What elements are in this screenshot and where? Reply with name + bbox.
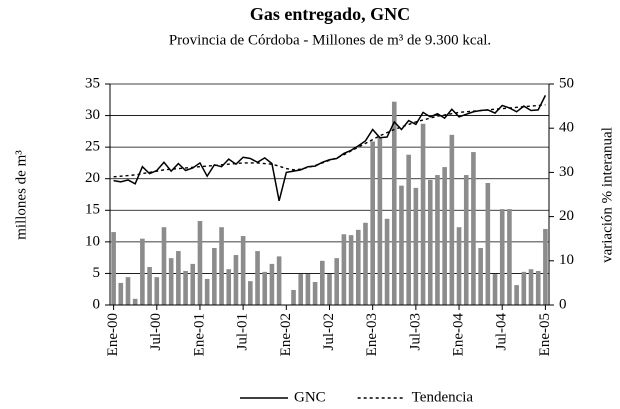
legend-label: Tendencia	[412, 389, 474, 405]
bar	[269, 263, 275, 305]
bar	[147, 266, 152, 305]
y-tick-label: 20	[85, 170, 100, 186]
bar	[399, 185, 404, 305]
y2-axis-label: variación % interanual	[599, 127, 615, 263]
bar	[176, 251, 181, 305]
x-tick-label: Jul-00	[148, 313, 164, 351]
bar	[485, 183, 491, 305]
x-tick-label: Ene-04	[450, 313, 466, 357]
bar	[507, 209, 512, 305]
bar	[521, 271, 527, 305]
bar	[276, 256, 282, 305]
y2-tick-label: 40	[559, 120, 574, 136]
bar	[384, 218, 390, 305]
y2-tick-label: 20	[559, 208, 574, 224]
bar	[212, 247, 217, 305]
x-tick-label: Ene-01	[191, 313, 207, 356]
chart-title: Gas entregado, GNC	[250, 4, 410, 24]
bar	[219, 227, 224, 305]
y-tick-label: 15	[85, 202, 100, 218]
bar	[355, 229, 361, 305]
y-tick-label: 10	[85, 233, 100, 249]
y2-tick-label: 30	[559, 164, 574, 180]
y2-tick-label: 0	[559, 296, 567, 312]
bar	[456, 227, 462, 305]
bar	[262, 271, 268, 305]
y-tick-label: 0	[93, 296, 101, 312]
bar	[132, 298, 138, 305]
bar	[535, 270, 541, 305]
bar	[197, 221, 203, 305]
y2-tick-label: 50	[559, 75, 574, 91]
bar	[161, 227, 167, 305]
bar	[478, 247, 483, 305]
bar	[168, 258, 174, 305]
bar	[298, 274, 304, 305]
bar	[420, 123, 426, 305]
bar	[391, 101, 397, 306]
bar	[204, 278, 210, 305]
bar	[363, 222, 368, 305]
bar	[255, 251, 260, 305]
y2-tick-label: 10	[559, 252, 574, 268]
bar	[248, 281, 253, 305]
bar	[226, 269, 232, 305]
bar	[406, 154, 411, 305]
x-tick-label: Ene-03	[364, 313, 380, 356]
bar	[327, 274, 332, 305]
bar	[499, 209, 505, 305]
bar	[435, 175, 440, 305]
bar	[427, 179, 433, 305]
y-tick-label: 25	[85, 139, 100, 155]
bar	[413, 187, 419, 305]
bar	[154, 277, 160, 305]
y-tick-label: 35	[85, 75, 100, 91]
bar	[183, 270, 188, 305]
bar	[514, 285, 519, 305]
bar	[543, 228, 548, 305]
bar	[125, 277, 131, 305]
bar	[312, 282, 318, 305]
bar	[449, 134, 455, 305]
bar	[528, 269, 534, 305]
bar	[463, 175, 469, 305]
bar	[334, 258, 339, 305]
y-tick-label: 30	[85, 107, 100, 123]
y-tick-label: 5	[93, 265, 101, 281]
bar	[471, 152, 476, 305]
bar	[377, 137, 383, 305]
x-tick-label: Jul-01	[235, 313, 251, 351]
bar	[305, 274, 311, 305]
bar	[118, 282, 124, 305]
chart-subtitle: Provincia de Córdoba - Millones de m³ de…	[169, 32, 491, 48]
bar	[492, 274, 498, 305]
bar	[442, 167, 447, 305]
x-tick-label: Jul-03	[407, 313, 423, 351]
bar	[370, 141, 375, 305]
legend-label: GNC	[294, 389, 326, 405]
bar	[111, 232, 116, 305]
bar	[291, 289, 296, 305]
bar	[190, 263, 196, 305]
bar	[341, 234, 347, 305]
bar	[240, 236, 246, 305]
y-axis-label: millones de m³	[13, 150, 29, 240]
line	[113, 104, 546, 178]
bar	[233, 255, 239, 305]
bar	[320, 260, 325, 305]
bar	[140, 238, 145, 305]
x-tick-label: Ene-05	[537, 313, 553, 356]
x-tick-label: Ene-02	[278, 313, 294, 356]
x-tick-label: Ene-00	[105, 313, 121, 356]
bar	[348, 235, 354, 305]
x-tick-label: Jul-04	[494, 313, 510, 351]
x-tick-label: Jul-02	[321, 313, 337, 351]
